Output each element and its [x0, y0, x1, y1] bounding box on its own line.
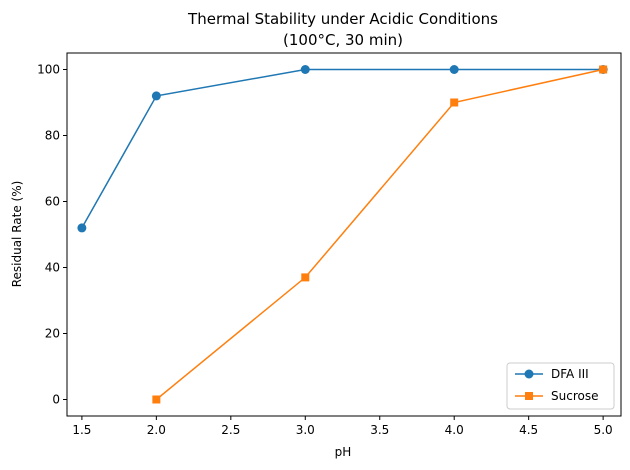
data-point-dfa-iii: [449, 65, 459, 74]
data-point-sucrose: [450, 98, 459, 107]
legend-marker-sucrose: [525, 392, 533, 400]
legend: DFA III Sucrose: [506, 362, 615, 410]
x-tick-label: 2.0: [147, 423, 166, 437]
y-tick-label: 0: [52, 393, 60, 407]
x-tick-label: 1.5: [72, 423, 91, 437]
plot-frame: [66, 52, 622, 417]
data-point-dfa-iii: [151, 91, 161, 101]
chart-title-line-1: Thermal Stability under Acidic Condition…: [187, 10, 498, 28]
legend-label-dfa-iii: DFA III: [551, 367, 589, 381]
x-tick-label: 4.5: [519, 423, 538, 437]
x-tick-label: 2.5: [221, 423, 240, 437]
x-tick-label: 4.0: [445, 423, 464, 437]
data-point-dfa-iii: [77, 223, 87, 233]
y-axis: 0 20 40 60 80 100: [37, 63, 67, 407]
x-axis-label: pH: [335, 445, 352, 459]
data-point-sucrose: [152, 395, 161, 404]
series-line-sucrose: [155, 68, 604, 401]
x-tick-label: 5.0: [594, 423, 613, 437]
x-tick-label: 3.0: [296, 423, 315, 437]
legend-label-sucrose: Sucrose: [551, 389, 598, 403]
series-layer: [77, 65, 608, 404]
legend-marker-dfa-iii: [524, 369, 534, 379]
y-axis-label: Residual Rate (%): [10, 181, 24, 288]
y-tick-label: 60: [45, 195, 60, 209]
y-tick-label: 80: [45, 129, 60, 143]
x-axis: 1.5 2.0 2.5 3.0 3.5 4.0 4.5 5.0: [72, 416, 613, 437]
series-line-dfa-iii: [81, 68, 604, 229]
x-tick-label: 3.5: [370, 423, 389, 437]
y-tick-label: 40: [45, 261, 60, 275]
chart-title-line-2: (100°C, 30 min): [283, 31, 403, 49]
data-point-sucrose: [301, 273, 310, 282]
y-tick-label: 100: [37, 63, 60, 77]
data-point-sucrose: [599, 65, 608, 74]
y-tick-label: 20: [45, 327, 60, 341]
data-point-dfa-iii: [300, 65, 310, 74]
